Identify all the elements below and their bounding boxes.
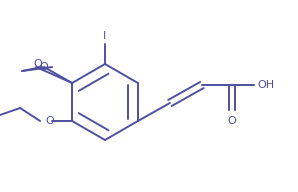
Text: O: O bbox=[33, 59, 42, 69]
Text: O: O bbox=[228, 116, 236, 126]
Text: OH: OH bbox=[257, 80, 274, 90]
Text: O: O bbox=[40, 62, 49, 72]
Text: O: O bbox=[46, 116, 55, 126]
Text: I: I bbox=[103, 31, 107, 41]
